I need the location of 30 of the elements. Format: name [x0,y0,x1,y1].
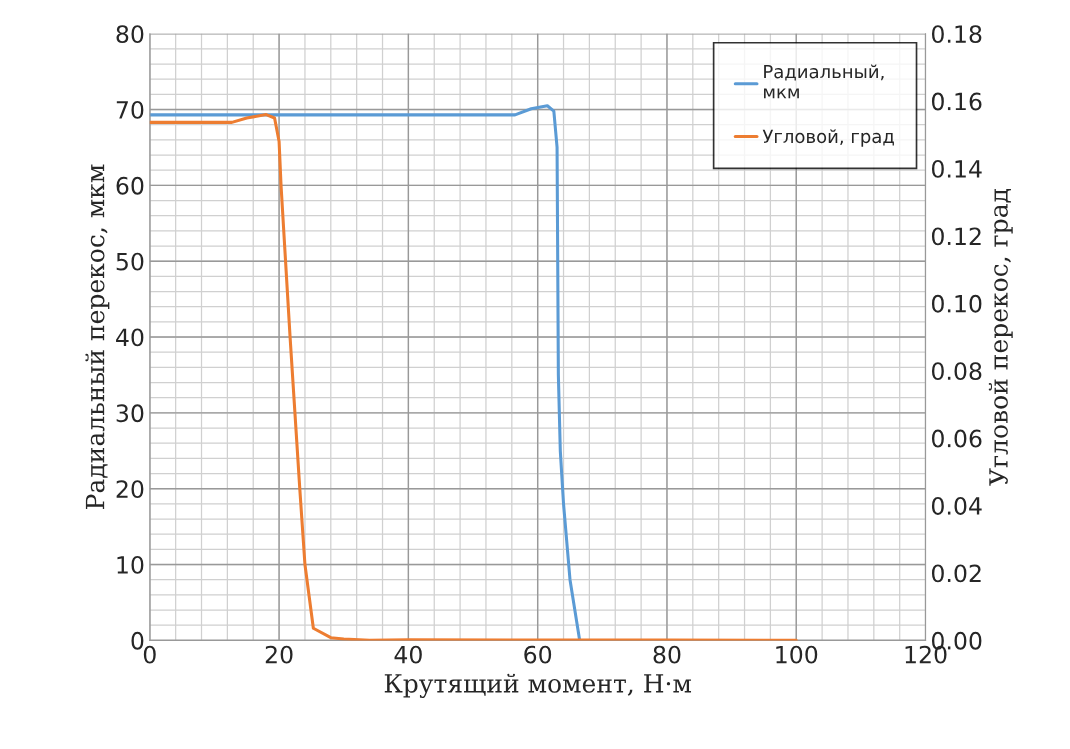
y2-tick-label: 0.04 [931,497,982,515]
y2-tick-label: 0.02 [931,564,981,583]
y2-tick-label: 0.14 [931,159,982,178]
x-tick-label: 20 [265,645,293,664]
x-axis-title: Крутящий момент, Н·м [384,673,692,698]
y2-tick-label: 0.08 [931,362,982,381]
y2-tick-label: 0.06 [931,429,982,448]
legend-label: Радиальный, мкм [764,64,884,99]
y-tick-label: 30 [116,404,144,423]
y2-tick-label: 0.16 [931,92,982,111]
y-tick-label: 20 [116,480,144,499]
x-tick-label: 60 [524,645,552,664]
x-tick-label: 40 [394,645,422,664]
y-tick-label: 80 [116,25,144,44]
y-tick-label: 40 [116,328,144,347]
y2-tick-label: 0.18 [931,25,982,44]
y2-axis-title: Угловой перекос, град [988,189,1013,486]
x-tick-label: 80 [653,645,681,664]
y-tick-label: 0 [131,631,144,650]
y2-tick-label: 0.10 [931,294,982,313]
line-series [149,104,582,641]
y2-tick-label: 0.12 [931,227,981,246]
y-axis-title: Радиальный перекос, мкм [85,164,110,510]
legend-label: Угловой, град [762,129,894,147]
y-tick-label: 60 [116,176,144,195]
x-tick-label: 100 [776,645,818,664]
x-tick-label: 0 [143,645,156,664]
y-tick-label: 50 [116,252,144,271]
y-tick-label: 70 [116,100,144,119]
y-tick-label: 10 [117,556,144,574]
